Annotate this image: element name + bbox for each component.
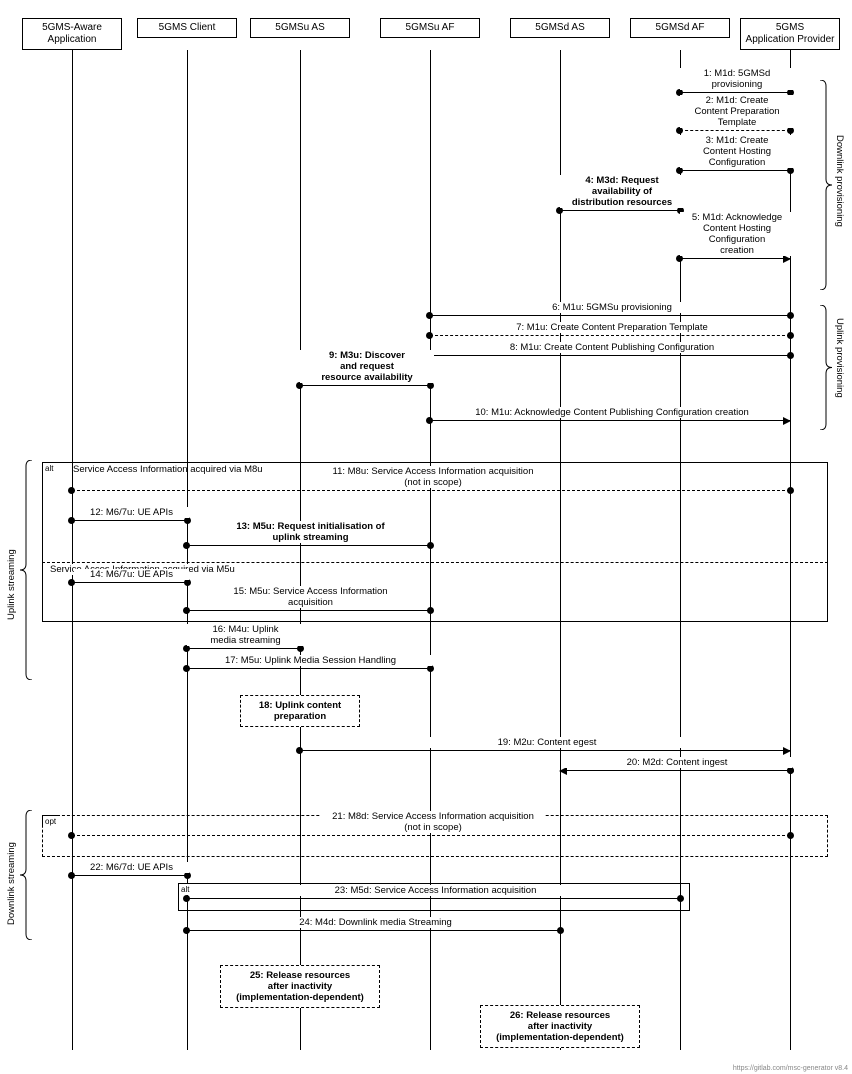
msg-9 xyxy=(300,385,430,386)
msg-label-2: 2: M1d: CreateContent PreparationTemplat… xyxy=(680,95,794,128)
msg-14 xyxy=(72,582,187,583)
msg-label-4: 4: M3d: Requestavailability ofdistributi… xyxy=(560,175,684,208)
footer-credit: https://gitlab.com/msc-generator v8.4 xyxy=(733,1065,848,1072)
msg-label-9: 9: M3u: Discoverand requestresource avai… xyxy=(300,350,434,383)
msg-label-11: 11: M8u: Service Access Information acqu… xyxy=(321,466,545,488)
msg-label-22: 22: M6/7d: UE APIs xyxy=(74,862,189,873)
msg-label-5: 5: M1d: AcknowledgeContent HostingConfig… xyxy=(680,212,794,256)
msg-4 xyxy=(560,210,680,211)
brace-2 xyxy=(18,460,32,680)
msg-label-6: 6: M1u: 5GMSu provisioning xyxy=(460,302,764,313)
msg-19 xyxy=(300,750,790,751)
msg-20 xyxy=(560,770,790,771)
msg-label-19: 19: M2u: Content egest xyxy=(395,737,699,748)
msg-label-14: 14: M6/7u: UE APIs xyxy=(74,569,189,580)
participant-su_as: 5GMSu AS xyxy=(250,18,350,38)
msg-24 xyxy=(187,930,560,931)
brace-label-1: Uplink provisioning xyxy=(834,318,845,418)
brace-3 xyxy=(18,810,32,940)
note-25: 25: Release resourcesafter inactivity(im… xyxy=(220,965,380,1008)
msg-22 xyxy=(72,875,187,876)
msg-10 xyxy=(430,420,790,421)
msg-label-21: 21: M8d: Service Access Information acqu… xyxy=(321,811,545,833)
frame-tag: alt xyxy=(178,883,193,895)
participant-client: 5GMS Client xyxy=(137,18,237,38)
msg-16 xyxy=(187,648,300,649)
msg-2 xyxy=(680,130,790,131)
msg-label-3: 3: M1d: CreateContent HostingConfigurati… xyxy=(680,135,794,168)
msg-label-23: 23: M5d: Service Access Information acqu… xyxy=(284,885,588,896)
msg-5 xyxy=(680,258,790,259)
brace-label-3: Downlink streaming xyxy=(6,825,17,925)
participant-provider: 5GMSApplication Provider xyxy=(740,18,840,50)
msg-21 xyxy=(72,835,790,836)
msg-8 xyxy=(430,355,790,356)
sequence-diagram: 5GMS-AwareApplication 5GMS Client 5GMSu AS… xyxy=(0,0,852,1074)
msg-15 xyxy=(187,610,430,611)
msg-label-15: 15: M5u: Service Access Informationacqui… xyxy=(199,586,423,608)
msg-11 xyxy=(72,490,790,491)
msg-label-17: 17: M5u: Uplink Media Session Handling xyxy=(189,655,432,666)
frame-tag: opt xyxy=(42,815,60,827)
msg-12 xyxy=(72,520,187,521)
msg-label-12: 12: M6/7u: UE APIs xyxy=(74,507,189,518)
participant-sd_af: 5GMSd AF xyxy=(630,18,730,38)
msg-label-13: 13: M5u: Request initialisation ofuplink… xyxy=(199,521,423,543)
brace-0 xyxy=(820,80,834,290)
frame-divider xyxy=(42,562,828,563)
msg-label-16: 16: M4u: Uplinkmedia streaming xyxy=(187,624,304,646)
frame-tag: alt xyxy=(42,462,57,474)
note-18: 18: Uplink contentpreparation xyxy=(240,695,360,727)
msg-7 xyxy=(430,335,790,336)
msg-1 xyxy=(680,92,790,93)
brace-label-0: Downlink provisioning xyxy=(834,135,845,235)
msg-23 xyxy=(187,898,680,899)
msg-label-20: 20: M2d: Content ingest xyxy=(562,757,792,768)
msg-13 xyxy=(187,545,430,546)
frame-title: Service Access Information acquired via … xyxy=(73,464,263,475)
brace-1 xyxy=(820,305,834,430)
note-26: 26: Release resourcesafter inactivity(im… xyxy=(480,1005,640,1048)
participant-su_af: 5GMSu AF xyxy=(380,18,480,38)
participant-sd_as: 5GMSd AS xyxy=(510,18,610,38)
msg-6 xyxy=(430,315,790,316)
msg-label-1: 1: M1d: 5GMSdprovisioning xyxy=(680,68,794,90)
msg-17 xyxy=(187,668,430,669)
msg-label-10: 10: M1u: Acknowledge Content Publishing … xyxy=(460,407,764,418)
msg-label-8: 8: M1u: Create Content Publishing Config… xyxy=(460,342,764,353)
participant-app: 5GMS-AwareApplication xyxy=(22,18,122,50)
msg-3 xyxy=(680,170,790,171)
msg-label-24: 24: M4d: Downlink media Streaming xyxy=(224,917,528,928)
brace-label-2: Uplink streaming xyxy=(6,520,17,620)
msg-label-7: 7: M1u: Create Content Preparation Templ… xyxy=(460,322,764,333)
